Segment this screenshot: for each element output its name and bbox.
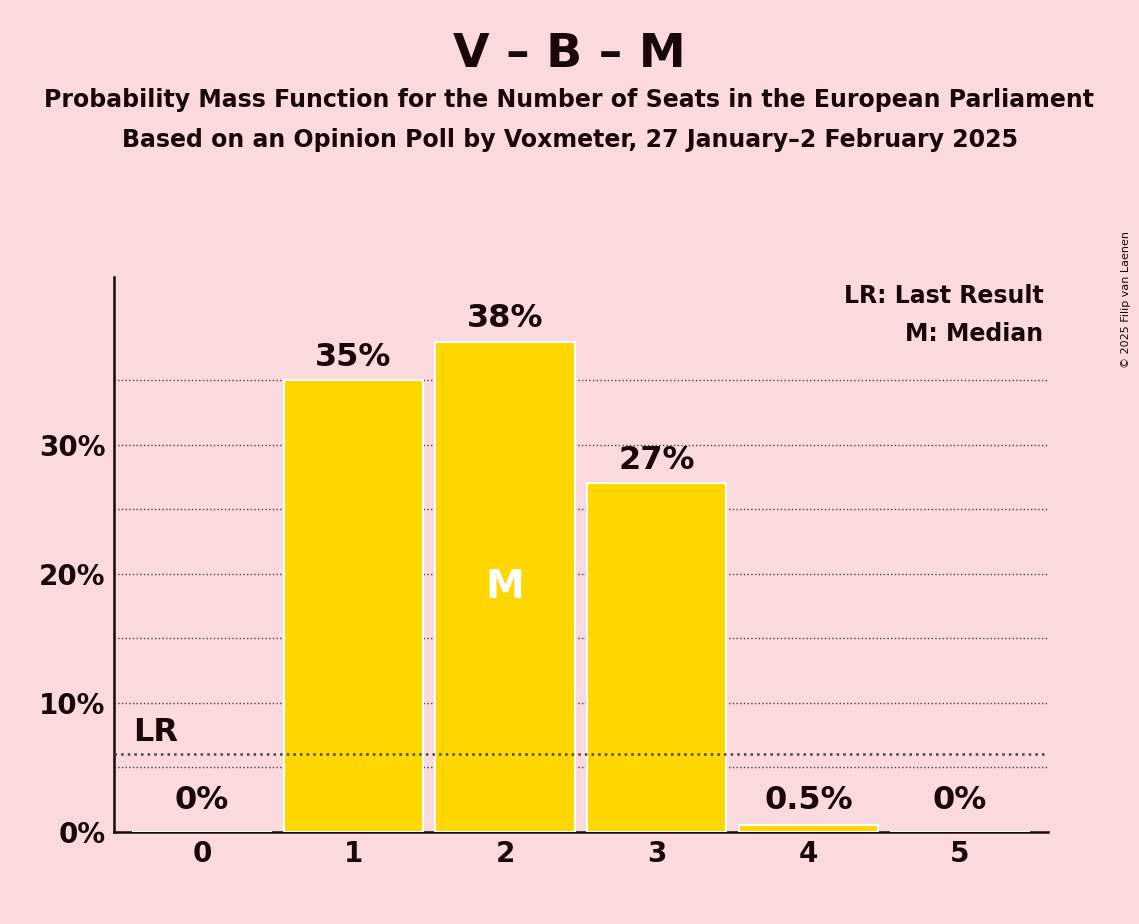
Text: Probability Mass Function for the Number of Seats in the European Parliament: Probability Mass Function for the Number… <box>44 88 1095 112</box>
Text: 0%: 0% <box>933 785 988 816</box>
Text: M: M <box>485 567 524 605</box>
Bar <box>738 825 878 832</box>
Bar <box>284 381 424 832</box>
Bar <box>587 483 727 832</box>
Text: 38%: 38% <box>467 303 543 334</box>
Text: 35%: 35% <box>316 342 392 372</box>
Text: 0.5%: 0.5% <box>764 785 853 816</box>
Text: V – B – M: V – B – M <box>453 32 686 78</box>
Text: 0%: 0% <box>174 785 229 816</box>
Text: LR: LR <box>133 717 179 748</box>
Text: LR: Last Result: LR: Last Result <box>844 284 1043 308</box>
Text: Based on an Opinion Poll by Voxmeter, 27 January–2 February 2025: Based on an Opinion Poll by Voxmeter, 27… <box>122 128 1017 152</box>
Bar <box>435 342 575 832</box>
Text: M: Median: M: Median <box>906 322 1043 346</box>
Text: 27%: 27% <box>618 444 695 476</box>
Text: © 2025 Filip van Laenen: © 2025 Filip van Laenen <box>1121 231 1131 368</box>
